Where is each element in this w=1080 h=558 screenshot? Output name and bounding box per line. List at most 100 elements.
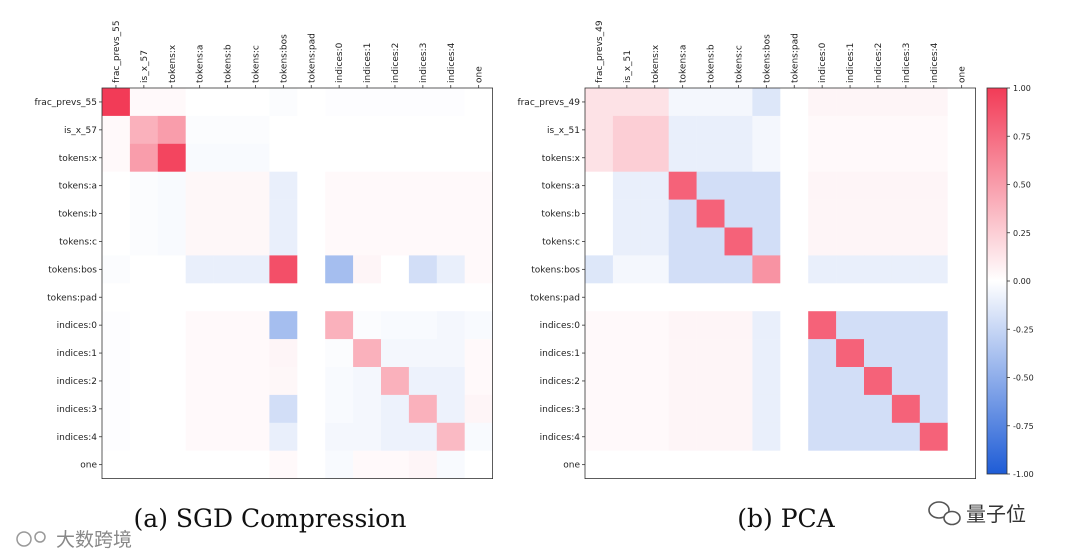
cell-6-8 (808, 255, 837, 284)
cell-13-0 (102, 450, 131, 479)
cell-0-6 (752, 88, 781, 117)
cell-7-4 (213, 283, 242, 312)
cell-12-9 (353, 422, 382, 451)
x-tick-label: one (958, 66, 968, 83)
cell-0-4 (696, 88, 725, 117)
cell-6-3 (668, 255, 697, 284)
cell-9-3 (668, 339, 697, 368)
cell-2-6 (752, 143, 781, 172)
y-tick-label: one (563, 461, 580, 471)
cell-11-10 (864, 394, 893, 424)
cell-5-10 (864, 227, 893, 256)
cell-13-2 (157, 450, 186, 479)
cell-10-7 (297, 367, 326, 396)
cell-7-6 (269, 283, 298, 312)
y-tick-label: indices:3 (540, 405, 580, 415)
cell-9-9 (353, 339, 382, 368)
cell-8-8 (325, 311, 354, 340)
cell-7-11 (408, 283, 438, 312)
y-tick-label: is_x_57 (64, 126, 97, 136)
cell-10-2 (157, 367, 186, 396)
cell-5-5 (241, 227, 270, 256)
cell-0-8 (808, 88, 837, 117)
cell-9-5 (241, 339, 270, 368)
cell-1-10 (381, 115, 410, 145)
cell-6-3 (185, 255, 214, 284)
cell-1-6 (269, 115, 298, 145)
cell-8-2 (640, 311, 669, 340)
cell-8-12 (919, 311, 948, 340)
cell-8-0 (102, 311, 131, 340)
cell-8-10 (864, 311, 893, 340)
cell-6-9 (353, 255, 382, 284)
cell-12-6 (269, 422, 298, 451)
cell-0-13 (947, 88, 976, 117)
cell-4-2 (640, 199, 669, 228)
cell-11-12 (919, 394, 948, 424)
cell-6-0 (585, 255, 614, 284)
cell-7-4 (696, 283, 725, 312)
cell-4-0 (585, 199, 614, 228)
cell-13-4 (696, 450, 725, 479)
cell-3-12 (919, 171, 948, 200)
cell-0-7 (780, 88, 809, 117)
cell-12-9 (836, 422, 865, 451)
cell-13-13 (464, 450, 493, 479)
cell-6-1 (129, 255, 159, 284)
cell-4-12 (436, 199, 465, 228)
cell-3-4 (213, 171, 242, 200)
cell-10-9 (353, 367, 382, 396)
cell-5-5 (724, 227, 753, 256)
cell-1-1 (612, 115, 642, 145)
x-tick-label: indices:4 (447, 42, 457, 83)
cell-0-5 (241, 88, 270, 117)
colorbar-tick-label: 0.00 (1013, 277, 1031, 286)
cell-1-13 (464, 115, 493, 145)
cell-10-12 (436, 367, 465, 396)
cell-11-2 (157, 394, 186, 424)
x-tick-label: indices:3 (419, 43, 429, 83)
cell-7-12 (919, 283, 948, 312)
cell-8-3 (668, 311, 697, 340)
cell-7-8 (325, 283, 354, 312)
cell-10-8 (325, 367, 354, 396)
cell-13-7 (297, 450, 326, 479)
cell-0-3 (668, 88, 697, 117)
cell-2-3 (185, 143, 214, 172)
cell-7-13 (947, 283, 976, 312)
y-tick-label: tokens:bos (531, 265, 580, 275)
y-tick-label: tokens:b (541, 210, 580, 220)
cell-7-10 (864, 283, 893, 312)
cell-6-1 (612, 255, 642, 284)
cell-13-9 (836, 450, 865, 479)
x-tick-label: tokens:b (224, 44, 234, 83)
colorbar-gradient (986, 87, 1008, 475)
cell-6-7 (297, 255, 326, 284)
cell-1-3 (668, 115, 697, 145)
cell-0-13 (464, 88, 493, 117)
cell-5-1 (612, 227, 642, 256)
cell-4-1 (612, 199, 642, 228)
y-tick-label: tokens:x (542, 154, 581, 164)
cell-8-6 (269, 311, 298, 340)
y-tick-label: frac_prevs_49 (517, 98, 580, 108)
cell-2-0 (102, 143, 131, 172)
cell-7-11 (891, 283, 921, 312)
cell-10-4 (696, 367, 725, 396)
cell-9-1 (129, 339, 159, 368)
cell-3-13 (947, 171, 976, 200)
cell-11-5 (241, 394, 270, 424)
colorbar: 1.00 0.75 0.50 0.25 0.00 -0.25 -0.50 -0.75 -1.00 (986, 84, 1034, 479)
cell-2-2 (157, 143, 186, 172)
panel-b-title: (b) PCA (737, 504, 835, 533)
cell-4-8 (808, 199, 837, 228)
cell-1-0 (585, 115, 614, 145)
cell-1-4 (696, 115, 725, 145)
cell-13-2 (640, 450, 669, 479)
cell-12-2 (157, 422, 186, 451)
panel-a-title: (a) SGD Compression (134, 504, 407, 533)
cell-0-2 (640, 88, 669, 117)
cell-13-12 (919, 450, 948, 479)
plot-frame (101, 87, 494, 480)
